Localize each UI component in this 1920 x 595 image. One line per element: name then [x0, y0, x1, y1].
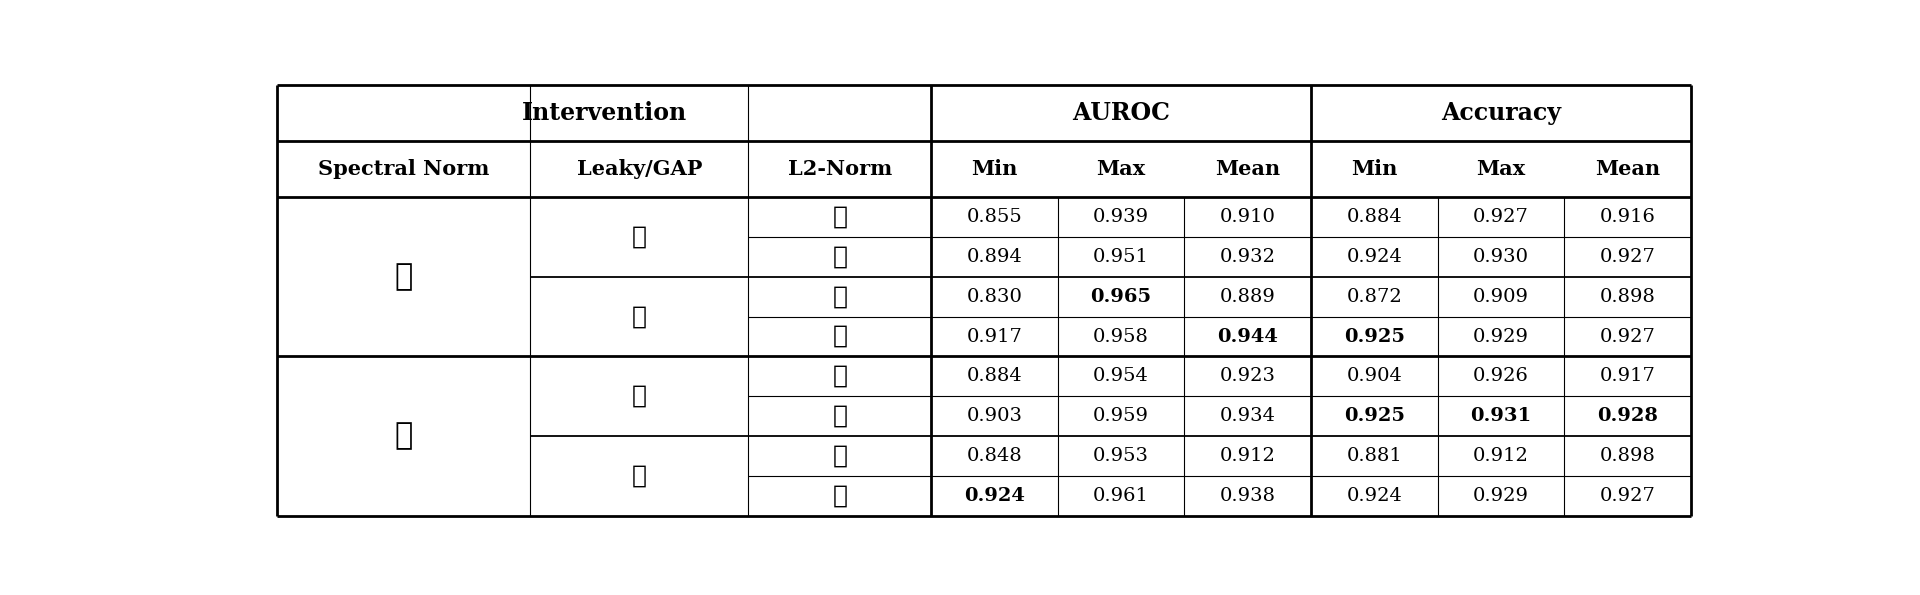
- Text: 0.924: 0.924: [964, 487, 1025, 505]
- Text: Mean: Mean: [1596, 159, 1661, 179]
- Text: Min: Min: [1352, 159, 1398, 179]
- Text: AUROC: AUROC: [1071, 101, 1169, 125]
- Text: 0.925: 0.925: [1344, 407, 1405, 425]
- Text: 0.938: 0.938: [1219, 487, 1275, 505]
- Text: ✓: ✓: [833, 484, 847, 508]
- Text: L2-Norm: L2-Norm: [787, 159, 893, 179]
- Text: ✓: ✓: [396, 421, 413, 452]
- Text: 0.951: 0.951: [1092, 248, 1148, 266]
- Text: ✗: ✗: [632, 226, 647, 249]
- Text: 0.965: 0.965: [1091, 288, 1152, 306]
- Text: 0.929: 0.929: [1473, 327, 1528, 346]
- Text: 0.894: 0.894: [966, 248, 1023, 266]
- Text: 0.928: 0.928: [1597, 407, 1659, 425]
- Text: 0.898: 0.898: [1599, 288, 1655, 306]
- Text: ✓: ✓: [632, 465, 647, 487]
- Text: 0.889: 0.889: [1219, 288, 1275, 306]
- Text: 0.958: 0.958: [1092, 327, 1148, 346]
- Text: 0.927: 0.927: [1599, 327, 1655, 346]
- Text: 0.909: 0.909: [1473, 288, 1528, 306]
- Text: 0.903: 0.903: [966, 407, 1023, 425]
- Text: 0.934: 0.934: [1219, 407, 1275, 425]
- Text: 0.912: 0.912: [1473, 447, 1528, 465]
- Text: 0.904: 0.904: [1346, 367, 1402, 386]
- Text: 0.954: 0.954: [1092, 367, 1148, 386]
- Text: ✗: ✗: [833, 444, 847, 468]
- Text: 0.910: 0.910: [1219, 208, 1275, 226]
- Text: 0.939: 0.939: [1092, 208, 1150, 226]
- Text: ✗: ✗: [833, 205, 847, 228]
- Text: ✗: ✗: [833, 365, 847, 388]
- Text: ✓: ✓: [632, 305, 647, 328]
- Text: 0.959: 0.959: [1092, 407, 1150, 425]
- Text: 0.929: 0.929: [1473, 487, 1528, 505]
- Text: ✓: ✓: [833, 245, 847, 268]
- Text: 0.898: 0.898: [1599, 447, 1655, 465]
- Text: Intervention: Intervention: [522, 101, 687, 125]
- Text: 0.930: 0.930: [1473, 248, 1528, 266]
- Text: Accuracy: Accuracy: [1440, 101, 1561, 125]
- Text: Max: Max: [1096, 159, 1146, 179]
- Text: 0.927: 0.927: [1473, 208, 1528, 226]
- Text: 0.925: 0.925: [1344, 327, 1405, 346]
- Text: ✗: ✗: [632, 385, 647, 408]
- Text: ✓: ✓: [833, 325, 847, 348]
- Text: 0.912: 0.912: [1219, 447, 1275, 465]
- Text: 0.931: 0.931: [1471, 407, 1532, 425]
- Text: 0.917: 0.917: [1599, 367, 1655, 386]
- Text: 0.884: 0.884: [966, 367, 1023, 386]
- Text: 0.830: 0.830: [966, 288, 1023, 306]
- Text: 0.932: 0.932: [1219, 248, 1275, 266]
- Text: ✓: ✓: [833, 405, 847, 428]
- Text: 0.881: 0.881: [1346, 447, 1402, 465]
- Text: 0.961: 0.961: [1092, 487, 1148, 505]
- Text: 0.926: 0.926: [1473, 367, 1528, 386]
- Text: Max: Max: [1476, 159, 1526, 179]
- Text: Mean: Mean: [1215, 159, 1281, 179]
- Text: Spectral Norm: Spectral Norm: [319, 159, 490, 179]
- Text: Min: Min: [972, 159, 1018, 179]
- Text: 0.872: 0.872: [1346, 288, 1402, 306]
- Text: 0.923: 0.923: [1219, 367, 1275, 386]
- Text: 0.927: 0.927: [1599, 248, 1655, 266]
- Text: 0.855: 0.855: [966, 208, 1023, 226]
- Text: 0.848: 0.848: [966, 447, 1023, 465]
- Text: 0.924: 0.924: [1346, 248, 1402, 266]
- Text: 0.924: 0.924: [1346, 487, 1402, 505]
- Text: 0.916: 0.916: [1599, 208, 1655, 226]
- Text: 0.917: 0.917: [966, 327, 1023, 346]
- Text: 0.953: 0.953: [1092, 447, 1150, 465]
- Text: Leaky/GAP: Leaky/GAP: [576, 159, 703, 179]
- Text: 0.927: 0.927: [1599, 487, 1655, 505]
- Text: ✗: ✗: [833, 285, 847, 308]
- Text: ✗: ✗: [396, 261, 413, 292]
- Text: 0.944: 0.944: [1217, 327, 1279, 346]
- Text: 0.884: 0.884: [1346, 208, 1402, 226]
